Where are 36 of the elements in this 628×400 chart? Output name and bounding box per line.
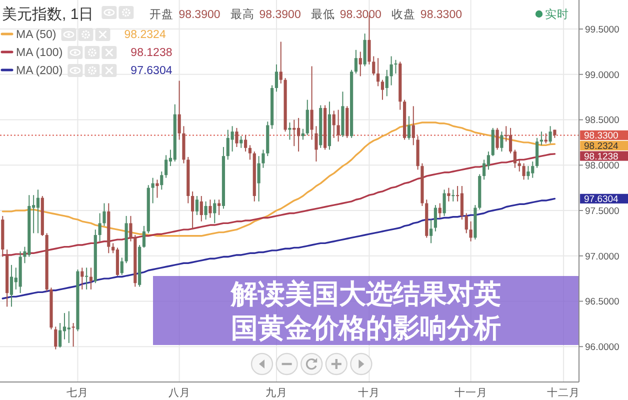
x-tick-label: 九月 [265, 387, 288, 399]
x-tick-label: 八月 [168, 387, 190, 399]
annotation: 开盘 [150, 9, 174, 21]
title: 国黄金价格的影响分析 [231, 313, 501, 344]
annotation: 98.3000 [340, 9, 382, 21]
subtitle: 美元指数, 1日 [2, 6, 94, 23]
annotation: 98.1238 [130, 47, 172, 59]
y-tick-label: 97.0000 [585, 251, 620, 262]
annotation: 98.1238 [584, 151, 618, 162]
y-tick-label: 96.0000 [585, 342, 620, 354]
annotation: 97.6304 [130, 65, 172, 77]
x-tick-label: 十二月 [547, 387, 580, 399]
annotation: 98.3900 [259, 9, 301, 21]
annotation: 实时 [545, 9, 569, 21]
annotation: 收盘 [391, 9, 416, 21]
annotation: 98.2324 [584, 140, 618, 152]
annotation: 98.3900 [178, 9, 220, 21]
title: 解读美国大选结果对英 [231, 279, 501, 310]
y-tick-label: 98.0000 [585, 160, 620, 172]
legend-label: MA (200) [16, 65, 63, 77]
legend-label: MA (100) [16, 47, 63, 59]
annotation: 97.6304 [584, 194, 618, 205]
annotation: 最高 [230, 9, 254, 21]
y-tick-label: 99.0000 [585, 70, 620, 81]
ref-line-label: 98.3300 [584, 130, 618, 142]
y-tick-label: 99.5000 [585, 24, 620, 36]
annotation: 98.3300 [420, 9, 462, 21]
annotation: 98.2324 [124, 29, 166, 41]
x-tick-label: 十一月 [454, 387, 488, 399]
legend-label: MA (50) [16, 29, 56, 41]
x-tick-label: 七月 [66, 387, 89, 399]
annotation: 最低 [310, 9, 335, 21]
y-tick-label: 97.5000 [585, 206, 620, 217]
y-tick-label: 98.5000 [585, 115, 620, 126]
y-tick-label: 96.5000 [585, 296, 620, 308]
x-tick-label: 十月 [358, 387, 380, 399]
